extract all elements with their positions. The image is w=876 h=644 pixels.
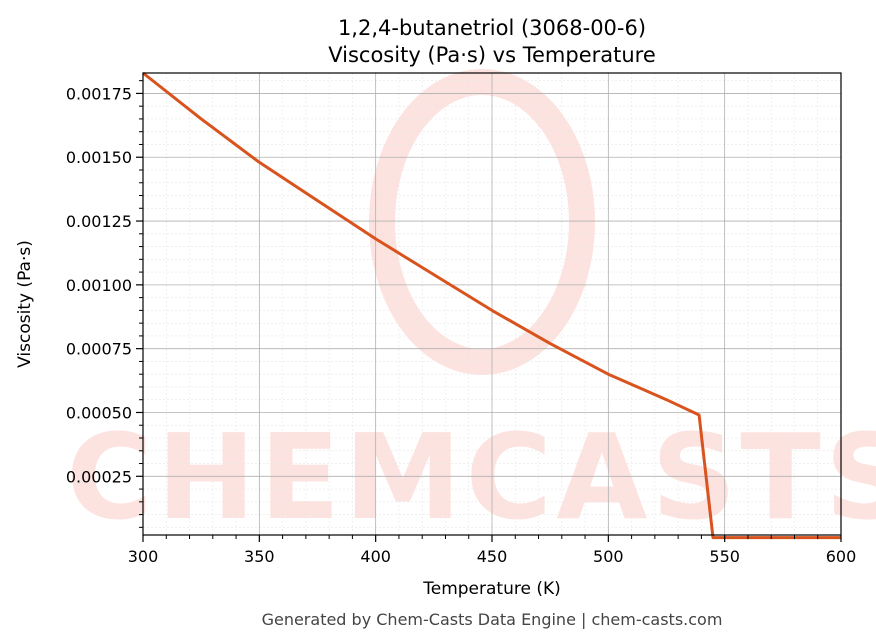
x-tick-label: 350 xyxy=(244,547,275,566)
y-tick-label: 0.00050 xyxy=(66,403,132,422)
x-tick-label: 450 xyxy=(477,547,508,566)
y-tick-label: 0.00125 xyxy=(66,212,132,231)
y-axis-label: Viscosity (Pa·s) xyxy=(15,240,35,368)
y-tick-label: 0.00175 xyxy=(66,84,132,103)
chart-subtitle: Viscosity (Pa·s) vs Temperature xyxy=(328,43,656,67)
series-line xyxy=(142,71,841,540)
x-tick-label: 400 xyxy=(360,547,391,566)
watermark-ring xyxy=(369,69,595,375)
watermark: CHEMCASTS xyxy=(66,69,876,546)
x-tick-label: 550 xyxy=(709,547,740,566)
footer-credit: Generated by Chem-Casts Data Engine | ch… xyxy=(262,610,723,629)
chart-title: 1,2,4-butanetriol (3068-00-6) xyxy=(338,16,646,40)
series-group xyxy=(142,71,841,540)
y-tick-label: 0.00100 xyxy=(66,276,132,295)
y-tick-label: 0.00025 xyxy=(66,467,132,486)
y-tick-label: 0.00075 xyxy=(66,340,132,359)
x-tick-label: 300 xyxy=(128,547,159,566)
y-ticks: 0.00025 0.00050 0.00075 0.00100 0.00125 0.001… xyxy=(66,80,143,528)
watermark-text: CHEMCASTS xyxy=(66,408,876,546)
x-tick-label: 600 xyxy=(826,547,857,566)
x-tick-label: 500 xyxy=(593,547,624,566)
x-ticks: 300 350 400 450 500 550 600 xyxy=(128,535,857,566)
x-axis-label: Temperature (K) xyxy=(422,579,561,599)
y-tick-label: 0.00150 xyxy=(66,148,132,167)
